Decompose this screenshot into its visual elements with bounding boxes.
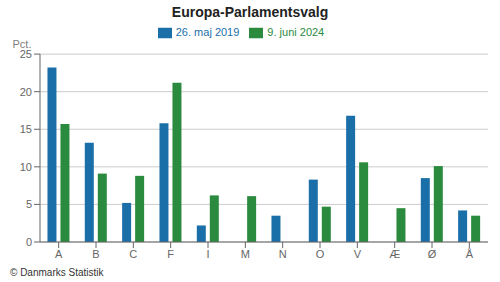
svg-text:A: A — [55, 248, 63, 260]
svg-text:M: M — [241, 248, 250, 260]
svg-text:I: I — [206, 248, 209, 260]
svg-text:25: 25 — [19, 48, 32, 60]
svg-text:Å: Å — [466, 248, 474, 260]
svg-text:Ø: Ø — [428, 248, 437, 260]
svg-text:10: 10 — [20, 161, 32, 173]
html-text:Europa-Parlamentsvalg: Europa-Parlamentsvalg — [171, 4, 329, 20]
svg-text:20: 20 — [20, 86, 32, 98]
svg-text:O: O — [316, 248, 325, 260]
svg-text:5: 5 — [26, 198, 32, 210]
svg-text:Pct.: Pct. — [13, 38, 32, 50]
svg-text:N: N — [279, 248, 287, 260]
svg-text:Æ: Æ — [389, 248, 400, 260]
html-text:© Danmarks Statistik: © Danmarks Statistik — [10, 267, 104, 278]
svg-text:0: 0 — [26, 236, 32, 248]
html-text:9. juni 2024: 9. juni 2024 — [267, 26, 325, 38]
svg-text:B: B — [92, 248, 99, 260]
svg-text:C: C — [129, 248, 137, 260]
svg-text:15: 15 — [20, 123, 32, 135]
svg-text:V: V — [354, 248, 362, 260]
html-text:26. maj 2019: 26. maj 2019 — [175, 26, 240, 38]
svg-text:F: F — [167, 248, 174, 260]
